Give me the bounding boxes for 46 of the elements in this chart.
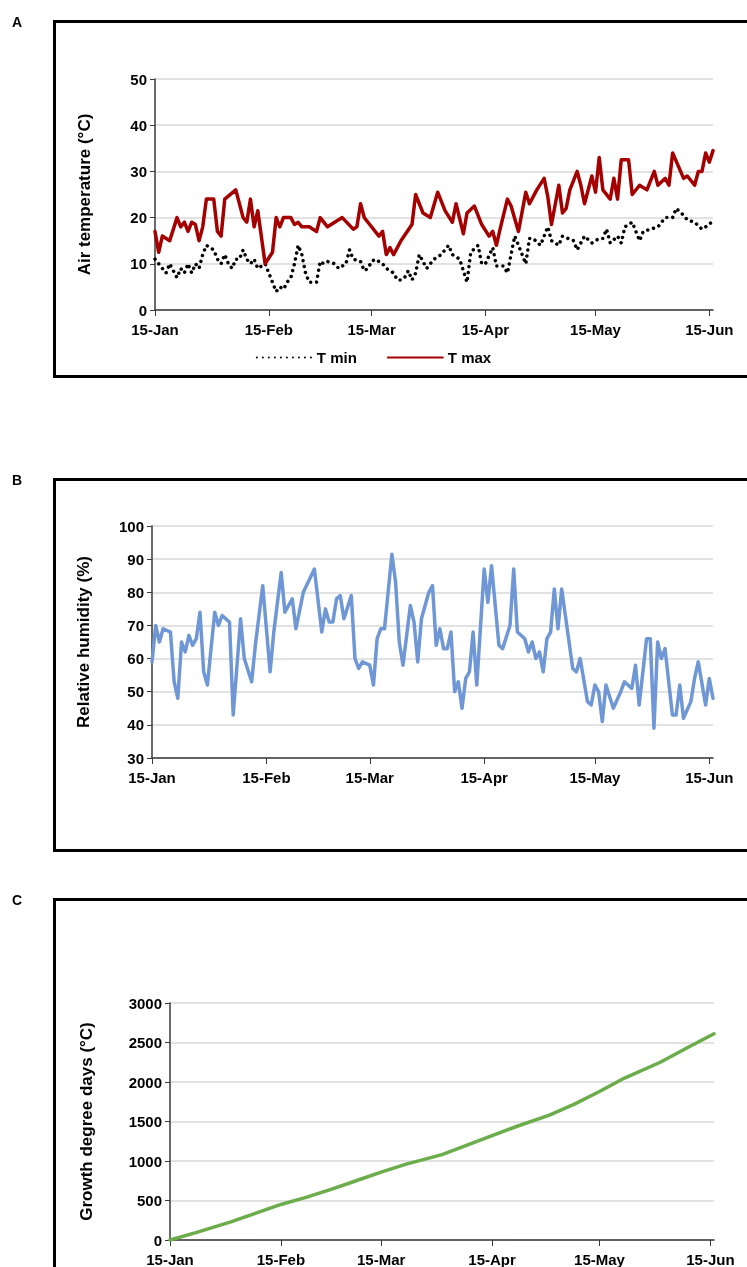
y-tick-label: 20 xyxy=(130,209,147,227)
x-tick-label: 15-Feb xyxy=(242,769,291,786)
y-tick-label: 1000 xyxy=(128,1152,162,1170)
text: C xyxy=(12,892,23,908)
y-tick-label: 0 xyxy=(138,301,147,319)
x-tick-label: 15-Apr xyxy=(460,769,509,786)
x-tick-label: 15-Jan xyxy=(128,769,176,786)
x-tick-label: 15-Jun xyxy=(685,769,734,786)
text: A xyxy=(12,14,23,30)
x-tick-label: 15-Mar xyxy=(347,321,396,338)
line-series xyxy=(150,552,715,730)
y-tick-label: 80 xyxy=(127,583,144,601)
y-tick-label: 40 xyxy=(130,116,147,134)
x-tick-label: 15-Feb xyxy=(244,321,293,338)
x-tick-label: 15-May xyxy=(569,769,621,786)
y-tick-label: 50 xyxy=(127,683,144,701)
y-tick-label: 50 xyxy=(130,70,147,88)
x-tick-label: 15-Mar xyxy=(345,769,395,786)
text: B xyxy=(12,472,23,488)
x-tick-label: 15-Jan xyxy=(146,1251,194,1267)
y-tick-label: 10 xyxy=(130,255,147,273)
legend-label: T max xyxy=(447,349,492,366)
y-tick-label: 60 xyxy=(127,650,144,668)
y-tick-label: 40 xyxy=(127,716,144,734)
y-tick-label: 2000 xyxy=(128,1073,162,1091)
y-tick-label: 0 xyxy=(153,1231,162,1249)
x-tick-label: 15-Apr xyxy=(461,321,510,338)
x-tick-label: 15-May xyxy=(570,321,622,338)
x-tick-label: 15-Jun xyxy=(686,1251,735,1267)
y-tick-label: 70 xyxy=(127,616,144,634)
x-tick-label: 15-Mar xyxy=(356,1251,406,1267)
y-axis-title: Relative humidity (%) xyxy=(74,556,93,728)
y-axis-title: Growth degree days (°C) xyxy=(77,1022,96,1221)
y-axis-title: Air temperature (°C) xyxy=(75,113,94,276)
x-tick-label: 15-Jan xyxy=(131,321,179,338)
y-tick-label: 1500 xyxy=(128,1113,162,1130)
y-tick-label: 30 xyxy=(127,749,144,767)
y-tick-label: 3000 xyxy=(128,994,162,1012)
x-tick-label: 15-Feb xyxy=(256,1251,306,1267)
legend-label: T min xyxy=(316,349,357,366)
y-tick-label: 2500 xyxy=(128,1034,162,1051)
y-tick-label: 90 xyxy=(127,550,144,568)
x-tick-label: 15-Jun xyxy=(685,321,734,338)
y-tick-label: 500 xyxy=(136,1192,162,1209)
y-tick-label: 30 xyxy=(130,162,147,180)
y-tick-label: 100 xyxy=(118,517,144,535)
